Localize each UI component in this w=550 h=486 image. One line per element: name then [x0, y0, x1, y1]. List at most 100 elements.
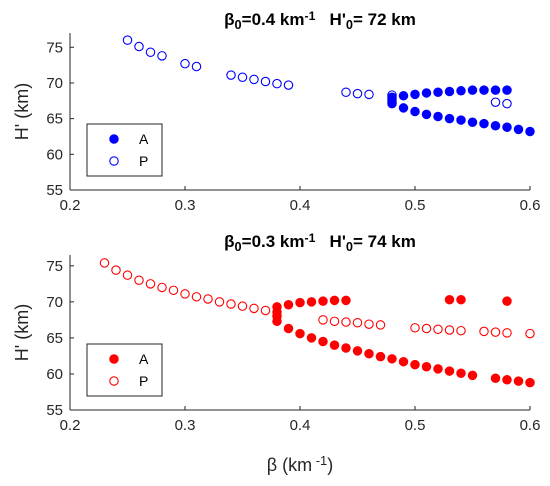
- data-point-p: [341, 317, 351, 327]
- data-point-a: [433, 111, 443, 122]
- data-point-a: [306, 333, 317, 343]
- chart-title-part: = 72 km: [353, 10, 416, 29]
- data-point-p: [525, 328, 535, 339]
- data-point-a: [398, 103, 409, 113]
- x-tick-label: 0.2: [60, 197, 81, 214]
- data-point-a: [444, 113, 455, 124]
- data-point-p: [168, 285, 179, 296]
- chart-title-part: 0: [235, 239, 242, 254]
- chart-title-part: =0.3 km: [242, 232, 305, 251]
- data-point-a: [341, 343, 351, 353]
- chart-title-part: H': [315, 10, 346, 29]
- series-P: [122, 35, 512, 109]
- data-point-a: [502, 374, 512, 385]
- x-tick-label: 0.5: [405, 197, 426, 214]
- chart-title-part: -1: [305, 9, 316, 23]
- y-axis-label: H' (km): [12, 304, 32, 361]
- y-tick-label: 70: [46, 294, 63, 311]
- data-point-a: [479, 85, 489, 95]
- data-point-a: [513, 124, 524, 135]
- legend-label-A: A: [139, 351, 149, 367]
- data-point-p: [352, 318, 363, 328]
- data-point-a: [456, 86, 466, 96]
- y-tick-label: 75: [46, 39, 63, 56]
- data-point-p: [122, 35, 133, 45]
- data-point-a: [490, 85, 501, 95]
- data-point-p: [444, 325, 455, 335]
- data-point-a: [410, 359, 420, 370]
- data-point-a: [375, 351, 386, 362]
- data-point-a: [364, 349, 374, 359]
- data-point-p: [260, 76, 271, 87]
- data-point-a: [318, 296, 328, 306]
- data-point-p: [364, 89, 374, 100]
- legend-label-P: P: [139, 153, 148, 169]
- data-point-p: [237, 72, 248, 82]
- data-point-a: [329, 340, 340, 350]
- data-point-a: [525, 126, 535, 137]
- y-tick-label: 75: [46, 258, 63, 275]
- data-point-p: [410, 323, 420, 333]
- x-axis-label-part: β: [267, 455, 277, 475]
- data-point-p: [145, 47, 156, 58]
- data-point-p: [214, 297, 225, 307]
- x-axis-label: β (km -1): [267, 453, 333, 475]
- x-tick-label: 0.6: [520, 197, 541, 214]
- data-point-a: [387, 98, 397, 109]
- data-point-a: [398, 91, 409, 101]
- data-point-p: [341, 87, 351, 97]
- data-point-p: [203, 294, 213, 304]
- legend-box: [86, 343, 163, 397]
- data-point-p: [99, 258, 110, 268]
- data-point-a: [272, 316, 282, 327]
- data-point-a: [467, 85, 478, 95]
- data-point-a: [295, 328, 305, 339]
- chart-title-part: 0: [346, 239, 353, 254]
- chart-title-part: 0: [235, 17, 242, 32]
- data-point-p: [191, 292, 202, 302]
- x-tick-label: 0.4: [290, 417, 311, 434]
- data-point-a: [283, 323, 294, 334]
- legend-marker-P: [109, 156, 119, 166]
- data-point-a: [502, 296, 512, 306]
- legend-marker-A: [109, 134, 119, 144]
- data-point-a: [421, 109, 432, 120]
- data-point-a: [490, 373, 501, 384]
- data-point-p: [180, 58, 190, 69]
- y-tick-label: 55: [46, 182, 63, 199]
- y-tick-label: 70: [46, 75, 63, 92]
- legend-marker-P: [109, 376, 119, 386]
- data-point-a: [341, 295, 351, 306]
- x-axis-label-part: ): [327, 455, 333, 475]
- chart-title-part: β: [224, 232, 234, 251]
- data-point-a: [444, 86, 455, 97]
- data-point-a: [295, 297, 305, 308]
- legend-marker-A: [109, 354, 119, 364]
- data-point-p: [145, 279, 156, 289]
- x-axis-label-part: (km: [277, 455, 312, 475]
- chart-title-part: 0: [346, 17, 353, 32]
- data-point-p: [122, 270, 133, 280]
- legend: AP: [86, 123, 163, 177]
- legend-label-P: P: [139, 373, 148, 389]
- data-point-a: [329, 295, 340, 306]
- data-point-p: [318, 315, 328, 325]
- data-point-a: [421, 361, 432, 372]
- data-point-p: [180, 289, 190, 299]
- data-point-p: [226, 299, 236, 309]
- chart-title-part: β: [224, 10, 234, 29]
- data-point-p: [433, 324, 443, 335]
- x-axis-label-part: -1: [312, 453, 327, 468]
- y-tick-label: 65: [46, 111, 63, 128]
- data-point-p: [191, 61, 202, 72]
- data-point-a: [410, 89, 420, 100]
- y-tick-label: 60: [46, 146, 63, 163]
- data-point-p: [226, 70, 236, 80]
- data-point-a: [444, 294, 455, 305]
- legend: AP: [86, 343, 163, 397]
- y-tick-label: 65: [46, 330, 63, 347]
- data-point-p: [134, 41, 144, 52]
- data-point-p: [272, 78, 282, 89]
- data-point-p: [111, 265, 121, 275]
